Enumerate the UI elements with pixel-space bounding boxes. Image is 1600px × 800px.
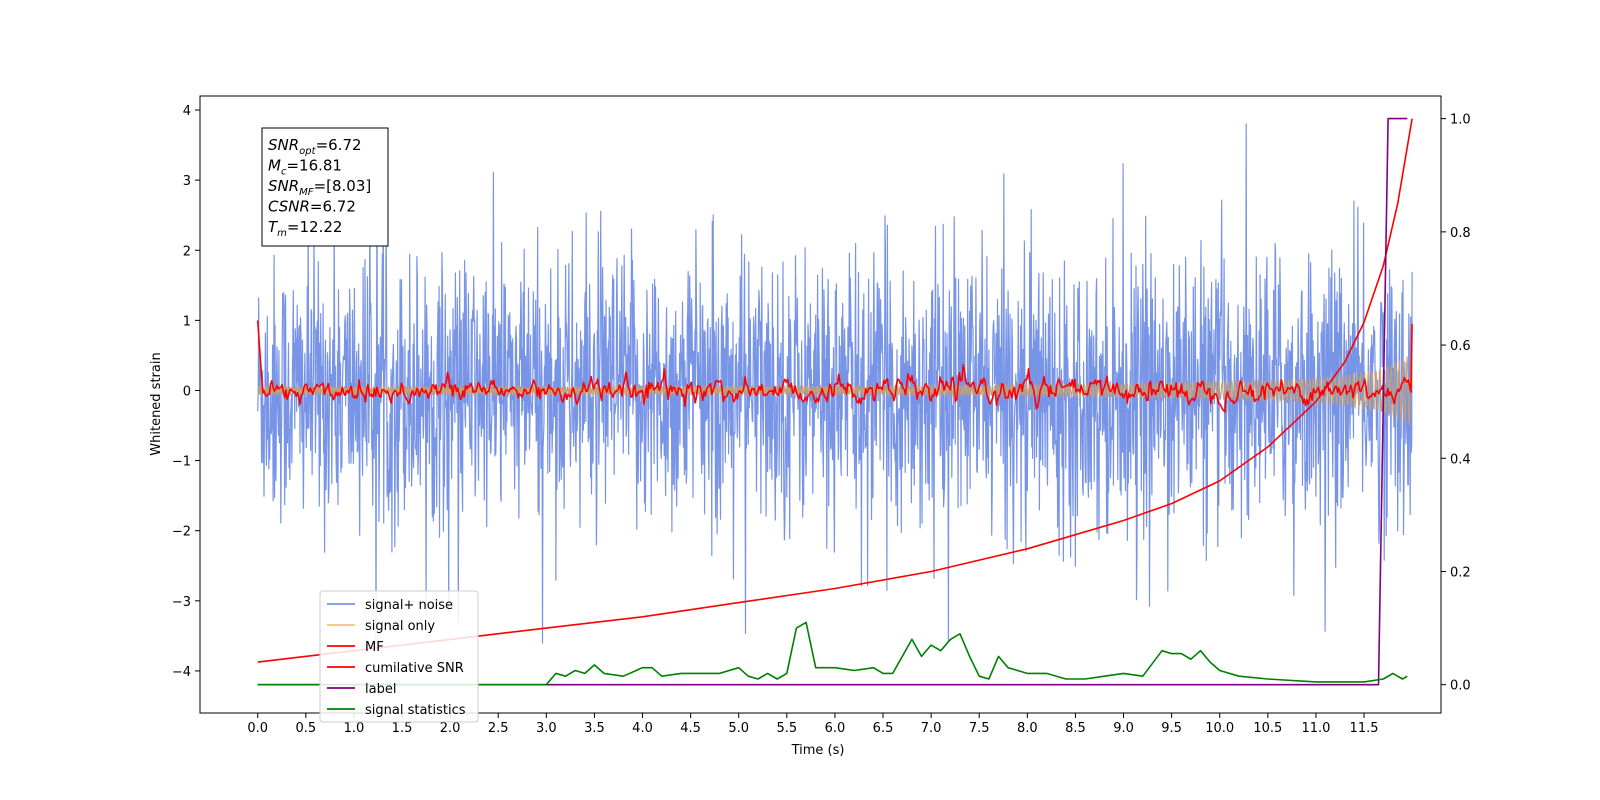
annotation-line: SNRMF=[8.03] (268, 177, 371, 198)
x-tick-label: 2.0 (440, 721, 461, 736)
x-tick-label: 5.5 (776, 721, 797, 736)
legend-frame (319, 590, 479, 723)
x-tick-label: 0.5 (295, 721, 316, 736)
y2-tick-label: 0.8 (1450, 226, 1471, 241)
x-tick-label: 7.0 (921, 721, 942, 736)
x-tick-label: 8.0 (1017, 721, 1038, 736)
x-tick-label: 9.5 (1161, 721, 1182, 736)
x-tick-label: 7.5 (969, 721, 990, 736)
legend-label: cumilative SNR (365, 661, 464, 676)
plot-frame (199, 95, 1442, 714)
annotation-line: Mc=16.81 (268, 157, 342, 178)
x-tick-label: 9.0 (1113, 721, 1134, 736)
y-tick-label: 1 (183, 314, 191, 329)
y-tick-label: −3 (172, 595, 191, 610)
y-tick-label: −4 (172, 665, 191, 680)
legend-label: signal statistics (365, 703, 466, 718)
y-tick-label: −2 (172, 525, 191, 540)
annotation-box: SNRopt=6.72Mc=16.81SNRMF=[8.03]CSNR=6.72… (261, 127, 389, 247)
x-tick-label: 11.5 (1350, 721, 1379, 736)
x-tick-label: 11.0 (1301, 721, 1330, 736)
y-tick-label: −1 (172, 455, 191, 470)
x-tick-label: 6.0 (825, 721, 846, 736)
x-axis-label: Time (s) (791, 743, 845, 758)
series-signal-statistics (257, 621, 1408, 686)
annotation-line: SNRopt=6.72 (268, 136, 362, 157)
x-tick-label: 5.0 (728, 721, 749, 736)
y2-tick-label: 0.6 (1450, 339, 1471, 354)
x-tick-label: 4.5 (680, 721, 701, 736)
y2-tick-label: 1.0 (1450, 113, 1471, 128)
annotation-line: CSNR=6.72 (268, 198, 356, 216)
x-tick-label: 3.0 (536, 721, 557, 736)
y-tick-label: 0 (183, 384, 191, 399)
y2-tick-label: 0.4 (1450, 452, 1471, 467)
annotation-line: Tm=12.22 (268, 218, 342, 239)
x-tick-label: 10.5 (1253, 721, 1282, 736)
y2-tick-label: 0.0 (1450, 679, 1471, 694)
series-label (257, 117, 1408, 686)
x-tick-label: 4.0 (632, 721, 653, 736)
x-tick-label: 10.0 (1205, 721, 1234, 736)
x-tick-label: 1.5 (392, 721, 413, 736)
legend-label: MF (365, 640, 384, 655)
x-tick-label: 3.5 (584, 721, 605, 736)
legend: signal+ noise signal only MF cumilative SNR… (319, 590, 479, 723)
y2-tick-label: 0.2 (1450, 565, 1471, 580)
legend-label: signal+ noise (365, 598, 453, 613)
x-tick-label: 6.5 (873, 721, 894, 736)
x-tick-label: 8.5 (1065, 721, 1086, 736)
y-tick-label: 3 (183, 174, 191, 189)
x-tick-label: 0.0 (247, 721, 268, 736)
annotation-frame (261, 127, 389, 247)
series-signal-noise (257, 123, 1413, 644)
series-cumilative-snr (257, 118, 1413, 663)
axes-layer: 0.0 0.5 1.0 1.5 2.0 2.5 3.0 3.5 4.0 4.5 5.0 5.5 6.0 6… (172, 104, 1471, 736)
series-mf (256, 320, 1413, 413)
x-tick-label: 1.0 (344, 721, 365, 736)
y-axis-label: Whitened strain (149, 352, 164, 455)
legend-label: label (365, 682, 396, 697)
x-tick-label: 2.5 (488, 721, 509, 736)
series-layer (256, 117, 1413, 686)
legend-label: signal only (365, 619, 435, 634)
y-tick-label: 2 (183, 244, 191, 259)
y-tick-label: 4 (183, 104, 191, 119)
